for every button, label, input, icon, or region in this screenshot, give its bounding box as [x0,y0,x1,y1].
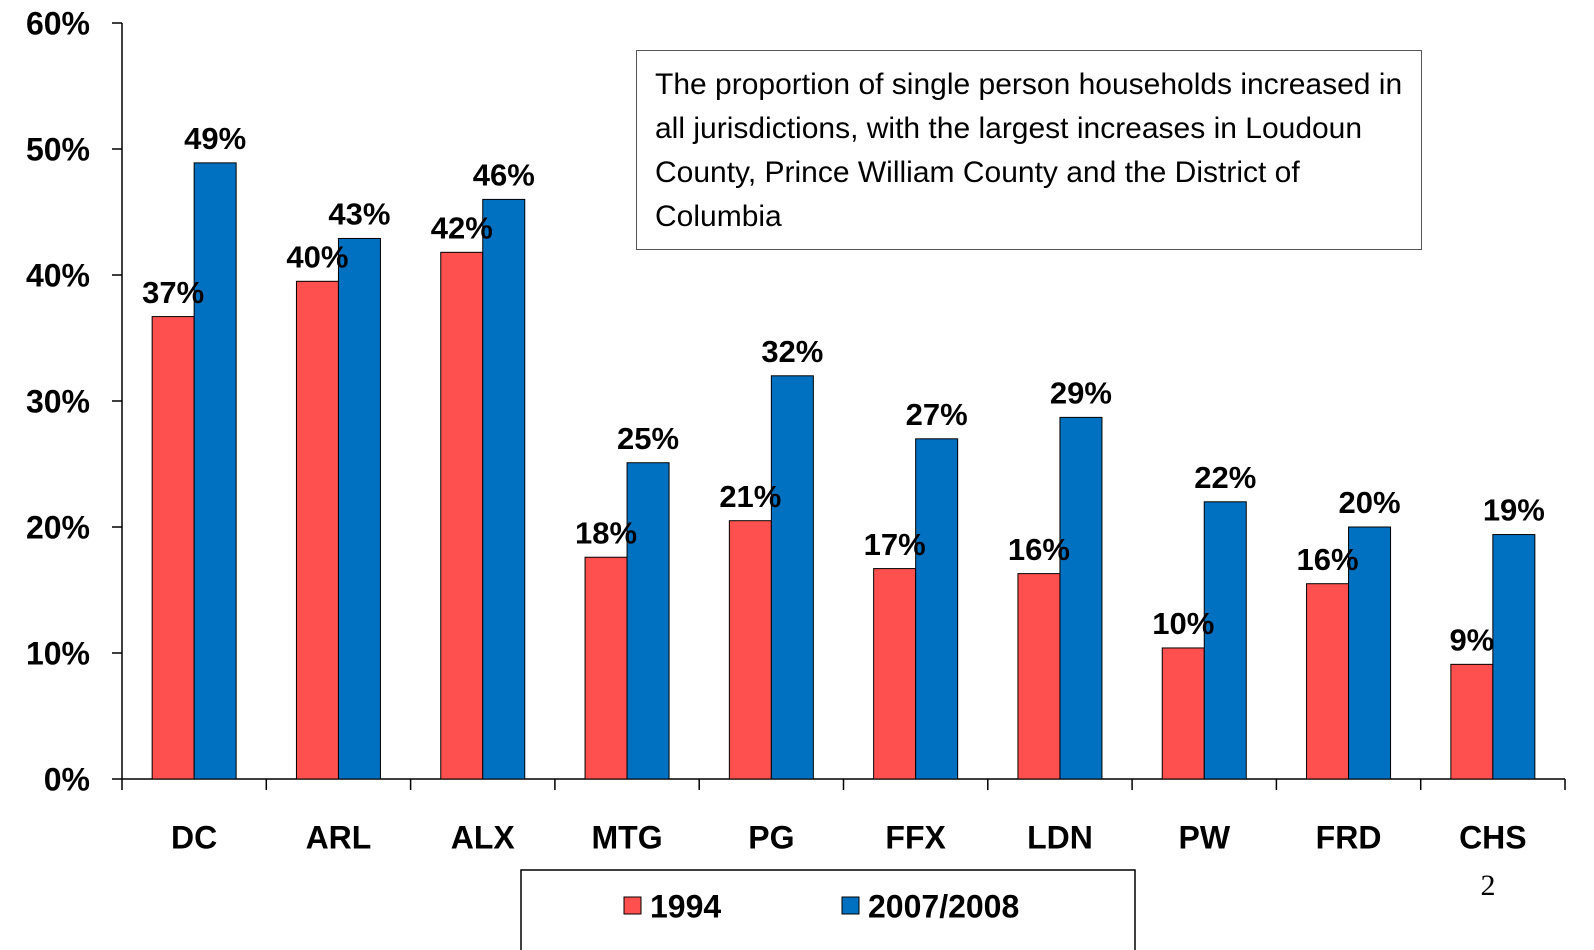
data-label: 22% [1194,460,1256,495]
bar [1348,526,1392,780]
bar [1017,573,1061,780]
bar [482,198,526,780]
y-tick-label: 0% [44,761,90,797]
data-label: 32% [761,334,823,369]
data-label: 18% [575,515,637,550]
data-label: 9% [1449,623,1494,658]
data-label: 21% [719,479,781,514]
y-tick-label: 20% [26,509,90,545]
bar [770,375,814,780]
bar [1161,647,1205,780]
data-label: 25% [617,421,679,456]
data-label: 46% [473,158,535,193]
bar [1450,663,1494,780]
data-label: 40% [286,239,348,274]
annotation: The proportion of single person househol… [636,50,1422,250]
data-label: 37% [142,275,204,310]
data-label: 10% [1152,606,1214,641]
bar [584,556,628,780]
data-label: 20% [1339,485,1401,520]
x-tick-label: DC [171,819,217,855]
data-label: 42% [431,211,493,246]
legend-label: 2007/2008 [868,888,1019,924]
bar [873,568,917,780]
legend-swatch [623,896,642,915]
y-tick-label: 30% [26,383,90,419]
x-tick-label: ARL [306,819,372,855]
x-tick-label: CHS [1459,819,1527,855]
bar [193,162,237,780]
x-tick-label: FFX [885,819,946,855]
y-tick-label: 60% [26,5,90,41]
bar [1492,534,1536,780]
bar [1059,416,1103,780]
y-tick-label: 40% [26,257,90,293]
data-label: 43% [328,197,390,232]
x-tick-label: PG [748,819,794,855]
bar [295,280,339,780]
data-label: 17% [864,527,926,562]
legend-label: 1994 [650,888,721,924]
data-label: 27% [906,397,968,432]
bar [1306,583,1350,780]
page-number: 2 [1481,869,1496,902]
bar [440,251,484,780]
bar [337,237,381,780]
x-tick-label: MTG [592,819,663,855]
x-tick-label: ALX [451,819,516,855]
bar [915,438,959,780]
data-label: 29% [1050,376,1112,411]
x-tick-label: PW [1178,819,1230,855]
data-label: 19% [1483,493,1545,528]
data-label: 49% [184,121,246,156]
bar [151,316,195,780]
bar [728,520,772,780]
y-tick-label: 10% [26,635,90,671]
legend-box [520,869,1136,950]
x-tick-label: LDN [1027,819,1093,855]
y-tick-label: 50% [26,131,90,167]
bar [626,462,670,780]
x-tick-label: FRD [1316,819,1382,855]
data-label: 16% [1008,532,1070,567]
data-label: 16% [1297,542,1359,577]
legend-swatch [841,896,860,915]
bar [1203,501,1247,780]
